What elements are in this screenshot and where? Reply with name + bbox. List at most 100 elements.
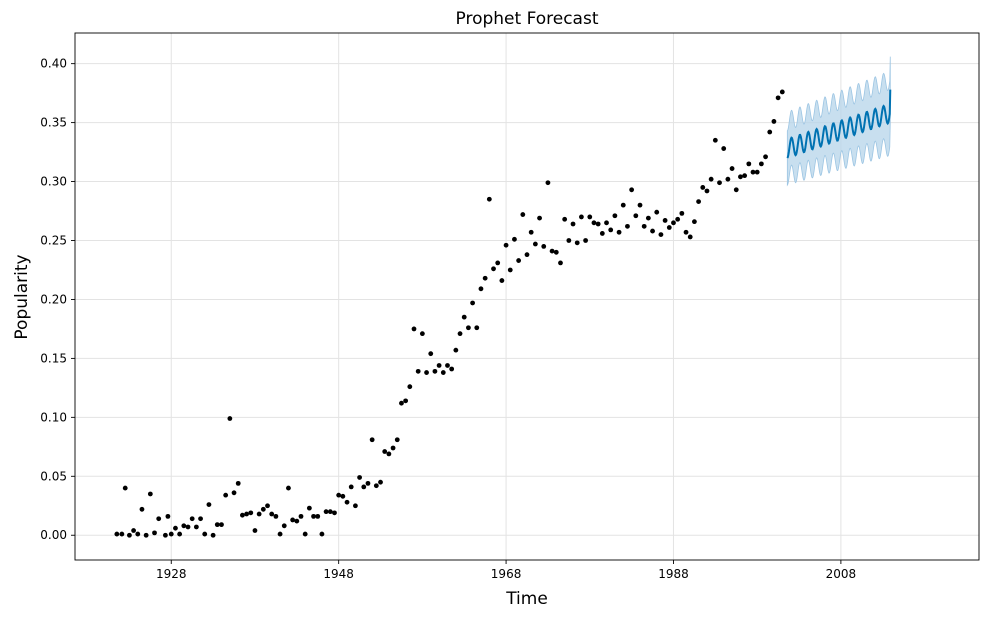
data-point [767, 129, 773, 135]
forecast-line [786, 89, 892, 159]
data-point [541, 243, 547, 249]
data-point [750, 169, 756, 175]
data-point [290, 517, 296, 523]
data-point [645, 215, 651, 221]
data-point [671, 220, 676, 226]
data-point [754, 169, 760, 175]
data-point [579, 214, 584, 220]
data-point [654, 209, 660, 215]
uncertainty-band [786, 56, 891, 187]
data-point [415, 368, 421, 374]
data-point [419, 331, 425, 337]
data-point [411, 326, 417, 332]
y-tick-label: 0.10 [40, 410, 67, 424]
data-point [394, 437, 400, 443]
data-point [143, 532, 149, 538]
data-point [436, 363, 442, 368]
y-tick-label: 0.35 [40, 116, 67, 130]
data-point [357, 475, 362, 480]
data-point [658, 232, 664, 238]
uncertainty-band-area [786, 56, 891, 187]
data-point [340, 493, 346, 499]
y-axis-ticks: 0.00 0.05 0.10 0.15 0.20 0.25 0.30 0.35 0.40 [40, 57, 75, 542]
y-tick-label: 0.15 [40, 351, 67, 365]
data-point [336, 492, 342, 498]
observed-points [114, 89, 785, 538]
data-point [574, 240, 580, 246]
data-point [260, 506, 266, 512]
data-point [119, 531, 125, 537]
data-point [403, 398, 409, 404]
data-point [424, 370, 429, 375]
data-point [478, 286, 484, 292]
data-point [771, 119, 777, 124]
y-tick-label: 0.20 [40, 292, 67, 306]
data-point [474, 325, 480, 331]
data-point [235, 480, 241, 486]
data-point [219, 522, 224, 528]
data-point [177, 531, 183, 537]
data-point [692, 219, 697, 225]
data-point [206, 502, 212, 507]
data-point [633, 213, 639, 219]
data-point [528, 229, 534, 235]
data-point [457, 331, 463, 337]
data-point [306, 505, 312, 511]
data-point [378, 479, 383, 485]
data-point [185, 524, 191, 530]
data-point [495, 260, 501, 266]
data-point [332, 510, 337, 516]
data-point [591, 220, 597, 226]
data-point [637, 202, 643, 208]
data-point [269, 511, 275, 517]
data-point [666, 225, 672, 230]
data-point [516, 258, 522, 263]
data-point [687, 234, 693, 240]
data-point [327, 509, 333, 515]
y-axis-label: Popularity [12, 254, 32, 339]
data-point [650, 228, 655, 234]
data-point [428, 351, 434, 357]
data-point [679, 210, 685, 216]
data-point [193, 524, 199, 530]
data-point [612, 213, 618, 219]
data-point [348, 484, 354, 490]
data-point [353, 503, 358, 509]
data-point [629, 187, 635, 193]
data-point [382, 449, 388, 454]
y-tick-label: 0.00 [40, 528, 67, 542]
data-point [562, 216, 568, 222]
x-tick-label: 1968 [491, 567, 522, 581]
data-point [620, 202, 626, 208]
data-point [775, 95, 781, 101]
data-point [399, 400, 404, 406]
data-point [696, 199, 701, 204]
data-point [147, 491, 153, 497]
data-point [286, 485, 291, 491]
data-point [700, 185, 706, 190]
data-point [445, 363, 450, 368]
data-point [223, 492, 229, 498]
data-point [532, 241, 538, 247]
data-point [763, 154, 768, 160]
data-point [717, 180, 722, 186]
data-point [369, 437, 375, 443]
x-tick-label: 1988 [658, 567, 689, 581]
data-point [738, 174, 743, 180]
data-point [758, 161, 764, 167]
data-point [662, 218, 668, 223]
data-point [189, 516, 195, 522]
y-tick-label: 0.30 [40, 175, 67, 189]
data-point [163, 532, 168, 538]
data-point [407, 384, 413, 390]
data-point [641, 223, 647, 229]
x-tick-label: 1948 [323, 567, 354, 581]
data-point [570, 221, 576, 227]
data-point [323, 509, 329, 515]
data-point [708, 176, 714, 182]
data-point [311, 513, 316, 519]
data-point [202, 531, 208, 537]
data-point [549, 248, 555, 254]
data-point [729, 166, 735, 171]
